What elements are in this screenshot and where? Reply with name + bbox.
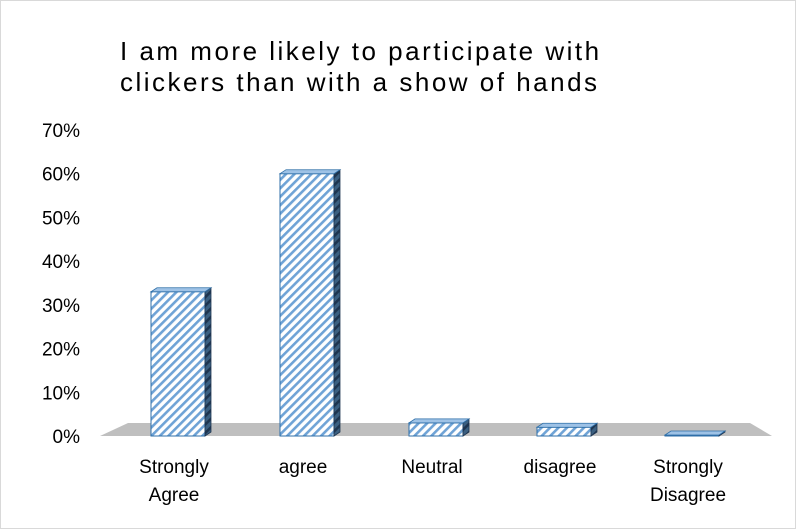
- y-tick-label: 10%: [42, 383, 80, 404]
- bar-front: [279, 173, 335, 437]
- y-axis: 0% 10% 20% 30% 40% 50% 60% 70%: [42, 121, 80, 448]
- bar: [149, 286, 213, 437]
- y-tick-label: 30%: [42, 296, 80, 317]
- bar-front: [408, 422, 464, 437]
- bar: [407, 418, 471, 437]
- bar-side: [333, 168, 341, 437]
- x-category-label: Strongly Agree: [139, 457, 209, 506]
- x-category-label: Strongly Disagree: [650, 457, 726, 506]
- bar-top: [278, 169, 342, 175]
- bar: [663, 430, 727, 437]
- y-tick-label: 50%: [42, 208, 80, 229]
- x-category-label: disagree: [524, 457, 597, 478]
- bar-front: [150, 291, 206, 437]
- bar-front: [536, 426, 592, 437]
- bar-top: [407, 418, 471, 424]
- bars: [149, 168, 727, 437]
- x-axis: Strongly Agree agree Neutral disagree Strongl…: [139, 457, 726, 506]
- chart-title: I am more likely to participate with cli…: [120, 36, 602, 97]
- y-tick-label: 70%: [42, 121, 80, 142]
- bar: [278, 168, 342, 437]
- y-tick-label: 60%: [42, 165, 80, 186]
- y-tick-label: 20%: [42, 340, 80, 361]
- bar-side: [204, 286, 212, 437]
- bar-top: [535, 422, 599, 428]
- x-category-label: Neutral: [401, 457, 462, 478]
- bar-top: [149, 287, 213, 293]
- bar: [535, 422, 599, 437]
- x-category-label: agree: [279, 457, 328, 478]
- y-tick-label: 0%: [53, 427, 81, 448]
- bar-top: [663, 430, 727, 436]
- y-tick-label: 40%: [42, 252, 80, 273]
